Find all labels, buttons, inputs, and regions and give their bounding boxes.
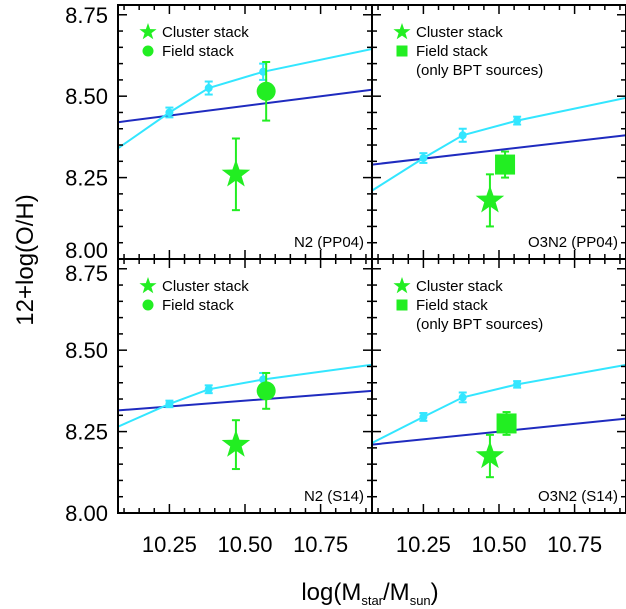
y-tick-label: 8.00: [65, 501, 108, 526]
field-stack-point: [495, 154, 516, 175]
x-axis-label-sub-star: star: [361, 593, 383, 608]
panels: 8.00 8.25 8.50 8.75 Cluster stack Field stack…: [65, 3, 626, 557]
panel-frame: [117, 4, 373, 260]
x-tick-label: 10.75: [293, 532, 348, 557]
x-axis-label-sub-sun: sun: [410, 593, 431, 608]
x-axis-label-main: log(M: [301, 579, 361, 606]
legend-cluster-marker: [139, 277, 157, 294]
cluster-stack-point: [221, 159, 251, 187]
panel-bottom-right: 10.25 10.50 10.75 Cluster stack Field stack (…: [371, 258, 626, 557]
panel-bottom-left: 10.25 10.50 10.75 8.00 8.25 8.50 8.75 Cluster s…: [65, 258, 373, 557]
cyan-fit-line: [372, 96, 626, 192]
panel-frame: [371, 258, 626, 514]
cyan-point: [204, 385, 213, 394]
y-tick-label: 8.25: [65, 420, 108, 445]
x-axis-label: log(Mstar/Msun): [301, 579, 438, 608]
legend-field-label: Field stack: [162, 43, 234, 60]
cyan-point: [419, 154, 428, 163]
panel-frame: [371, 4, 626, 260]
legend-field-label: Field stack: [416, 43, 488, 60]
cyan-point: [259, 67, 268, 76]
legend-cluster-label: Cluster stack: [416, 24, 503, 41]
cluster-stack-point: [221, 429, 251, 457]
cyan-point: [419, 412, 428, 421]
blue-fit-line: [372, 134, 626, 166]
panel-corner-label: O3N2 (S14): [538, 488, 618, 505]
y-tick-label: 8.50: [65, 338, 108, 363]
cyan-point: [458, 131, 467, 140]
blue-fit-line: [118, 88, 372, 124]
cyan-fit-line: [118, 48, 372, 150]
x-axis-label-mid: /M: [383, 579, 410, 606]
field-stack-point: [256, 381, 276, 401]
field-stack-point: [496, 413, 517, 434]
legend-cluster-label: Cluster stack: [416, 278, 503, 295]
x-tick-label: 10.50: [217, 532, 272, 557]
y-tick-label: 8.00: [65, 238, 108, 263]
x-tick-label: 10.25: [142, 532, 197, 557]
legend-field-note: (only BPT sources): [416, 62, 543, 79]
cluster-stack-point: [475, 185, 505, 213]
y-tick-label: 8.75: [65, 3, 108, 28]
panel-corner-label: N2 (S14): [304, 488, 364, 505]
y-tick-label: 8.75: [65, 261, 108, 286]
legend-cluster-label: Cluster stack: [162, 278, 249, 295]
panel-frame: [117, 258, 373, 514]
x-tick-label: 10.50: [471, 532, 526, 557]
field-stack-point: [256, 81, 276, 101]
legend-cluster-marker: [393, 23, 411, 40]
y-tick-label: 8.25: [65, 166, 108, 191]
y-tick-label: 8.50: [65, 84, 108, 109]
blue-fit-line: [118, 389, 372, 412]
cyan-point: [165, 108, 174, 117]
y-axis-label: 12+log(O/H): [12, 194, 39, 325]
legend-field-marker: [142, 299, 154, 311]
cyan-fit-line: [118, 363, 372, 428]
x-tick-label: 10.25: [396, 532, 451, 557]
cyan-point: [165, 399, 174, 408]
x-axis-label-end: ): [431, 579, 439, 606]
panel-top-right: Cluster stack Field stack (only BPT source…: [371, 4, 626, 260]
legend-field-marker: [396, 45, 408, 57]
cluster-stack-point: [475, 441, 505, 469]
cyan-point: [513, 380, 522, 389]
cyan-point: [458, 393, 467, 402]
panel-corner-label: O3N2 (PP04): [528, 234, 618, 251]
legend-cluster-label: Cluster stack: [162, 24, 249, 41]
legend-field-label: Field stack: [162, 297, 234, 314]
legend-field-label: Field stack: [416, 297, 488, 314]
legend-field-note: (only BPT sources): [416, 316, 543, 333]
cyan-point: [204, 84, 213, 93]
legend-field-marker: [142, 45, 154, 57]
panel-top-left: 8.00 8.25 8.50 8.75 Cluster stack Field stack…: [65, 3, 373, 263]
legend-cluster-marker: [139, 23, 157, 40]
legend-cluster-marker: [393, 277, 411, 294]
cyan-point: [513, 116, 522, 125]
x-tick-label: 10.75: [547, 532, 602, 557]
panel-corner-label: N2 (PP04): [294, 234, 364, 251]
legend-field-marker: [396, 299, 408, 311]
